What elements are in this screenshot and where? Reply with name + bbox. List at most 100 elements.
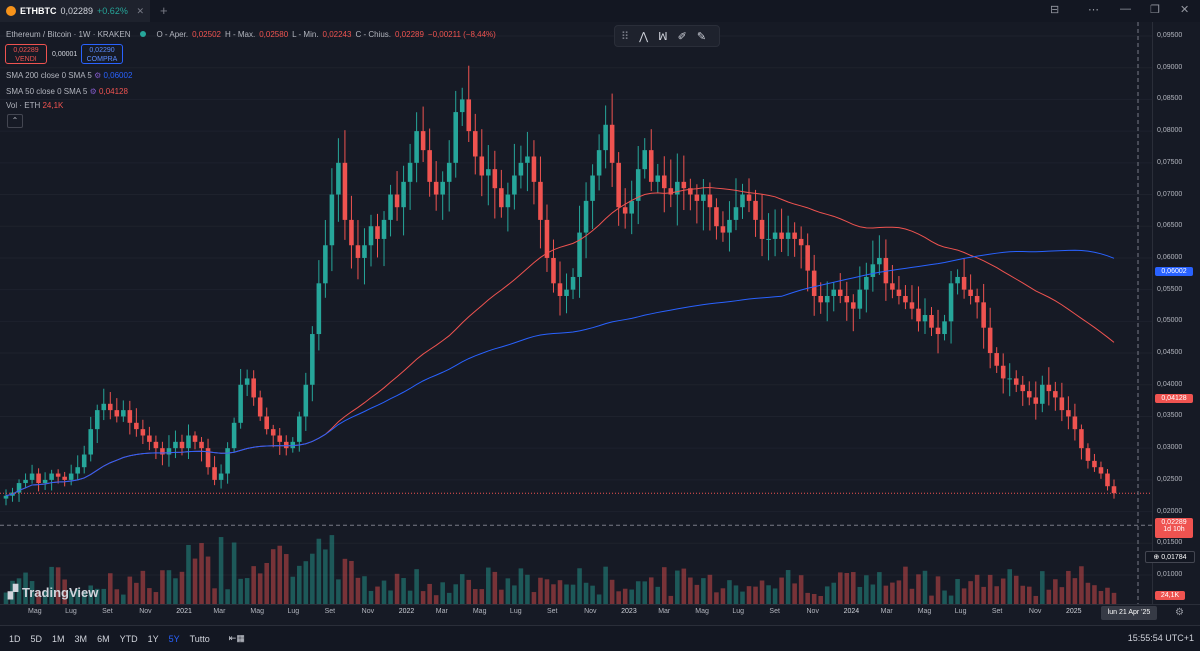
open-label: O - Aper.	[156, 29, 189, 39]
volume-bar	[414, 569, 419, 604]
layout-icon[interactable]: ⊟	[1050, 4, 1060, 16]
brush-icon[interactable]: ✐	[677, 30, 687, 43]
volume-bar	[303, 561, 309, 604]
symbol-title[interactable]: Ethereum / Bitcoin · 1W · KRAKEN	[6, 29, 131, 39]
minimize-button[interactable]: —	[1120, 3, 1131, 15]
candle-body	[564, 289, 569, 296]
candle-body	[329, 194, 335, 246]
timeframe-1d[interactable]: 1D	[9, 633, 21, 644]
collapse-legend-button[interactable]: ⌃	[7, 114, 23, 128]
candle-body	[740, 194, 745, 208]
volume-bar	[134, 582, 139, 604]
volume-bar	[557, 580, 563, 604]
volume-bar	[714, 592, 719, 604]
time-tick: Mag	[917, 608, 932, 615]
chart-area[interactable]	[0, 22, 1152, 604]
volume-label: Vol · ETH	[6, 101, 41, 110]
price-tick: 0,08000	[1157, 127, 1183, 135]
spread-value: 0,00001	[52, 51, 78, 58]
candle-body	[818, 295, 823, 303]
volume-bar	[433, 595, 439, 604]
volume-bar	[798, 575, 804, 604]
volume-bar	[270, 549, 276, 604]
restore-button[interactable]: ❐	[1150, 4, 1160, 16]
new-tab-button[interactable]: +	[160, 3, 168, 18]
volume-bar	[837, 572, 843, 604]
indicator-sma50[interactable]: SMA 50 close 0 SMA 5 ⚙ 0,04128	[6, 87, 128, 96]
handle-icon[interactable]: ⠿	[621, 30, 630, 43]
timeframe-ytd[interactable]: YTD	[119, 633, 138, 644]
sell-button[interactable]: 0,02289 VENDI	[5, 44, 47, 64]
volume-bar	[824, 586, 830, 604]
price-axis[interactable]	[1152, 22, 1200, 604]
volume-bar	[381, 580, 387, 604]
volume-bar	[857, 586, 863, 604]
candle-body	[336, 162, 341, 195]
timeframe-6m[interactable]: 6M	[97, 633, 110, 644]
pattern-icon[interactable]: ⋀	[639, 30, 649, 43]
candle-body	[1000, 365, 1006, 379]
time-tick: Lug	[954, 608, 967, 615]
title-bar: ETHBTC 0,02289 +0.62% ✕ + ⊟ ⋯ — ❐ ✕	[0, 0, 1200, 23]
candle-body	[466, 99, 472, 132]
tab-symbol: ETHBTC	[20, 6, 57, 16]
clock[interactable]: 15:55:54 UTC+1	[1127, 633, 1194, 643]
volume-bar	[1020, 585, 1026, 604]
timeframe-1m[interactable]: 1M	[52, 633, 65, 644]
close-window-button[interactable]: ✕	[1180, 4, 1190, 16]
candle-body	[707, 194, 713, 208]
volume-bar	[596, 594, 602, 604]
indicator-sma200[interactable]: SMA 200 close 0 SMA 5 ⚙ 0,06002	[6, 71, 132, 80]
candle-body	[323, 245, 328, 284]
timeframe-1y[interactable]: 1Y	[147, 633, 159, 644]
indicator-volume[interactable]: Vol · ETH 24,1K	[6, 101, 63, 110]
date-range-icon[interactable]: ⇤▦	[228, 633, 245, 643]
timeframe-5y[interactable]: 5Y	[168, 633, 180, 644]
timeframe-3m[interactable]: 3M	[74, 633, 88, 644]
candle-body	[499, 188, 504, 208]
candle-body	[42, 479, 48, 484]
menu-icon[interactable]: ⋯	[1088, 4, 1099, 16]
candle-body	[570, 276, 576, 290]
time-tick: 2025	[1066, 608, 1082, 615]
time-tick: Nov	[1028, 608, 1042, 615]
pen-icon[interactable]: ✎	[696, 30, 707, 43]
symbol-tab[interactable]: ETHBTC 0,02289 +0.62% ✕	[0, 0, 150, 22]
volume-bar	[746, 586, 752, 604]
buy-button[interactable]: 0,02290 COMPRA	[81, 44, 123, 64]
time-cursor-label: lun 21 Apr '25	[1101, 606, 1157, 620]
pattern2-icon[interactable]: ꟽ	[658, 30, 668, 43]
volume-bar	[205, 556, 211, 604]
time-tick: Nov	[361, 608, 375, 615]
volume-bar	[3, 592, 9, 604]
candle-body	[1040, 384, 1045, 404]
add-alert-icon[interactable]: ⊕	[1153, 554, 1160, 561]
volume-bar	[75, 589, 80, 604]
time-tick: 2021	[176, 608, 192, 615]
time-axis[interactable]	[0, 604, 1200, 625]
candle-body	[864, 276, 869, 290]
tv-logo-icon: ▞	[8, 584, 18, 599]
candle-body	[557, 283, 563, 296]
sma200-badge: 0,06002	[1155, 267, 1193, 276]
time-tick: Set	[102, 608, 113, 615]
candle-body	[609, 124, 615, 163]
volume-bar	[753, 586, 758, 604]
candle-body	[1079, 429, 1084, 449]
sma50-badge: 0,04128	[1155, 394, 1193, 403]
volume-bar	[622, 588, 628, 604]
settings-gear-icon[interactable]: ⚙	[1175, 607, 1184, 618]
volume-bar	[160, 570, 165, 604]
volume-bar	[785, 570, 791, 604]
settings-icon[interactable]: ⚙	[89, 87, 97, 96]
volume-bar	[1053, 579, 1058, 604]
tab-close-icon[interactable]: ✕	[136, 5, 144, 16]
volume-bar	[10, 580, 15, 604]
volume-bar	[544, 579, 550, 604]
timeframe-5d[interactable]: 5D	[30, 633, 43, 644]
candle-body	[160, 448, 165, 455]
candle-body	[440, 181, 445, 195]
timeframe-tutto[interactable]: Tutto	[189, 633, 210, 644]
settings-icon[interactable]: ⚙	[94, 71, 102, 80]
candle-body	[1072, 416, 1078, 430]
